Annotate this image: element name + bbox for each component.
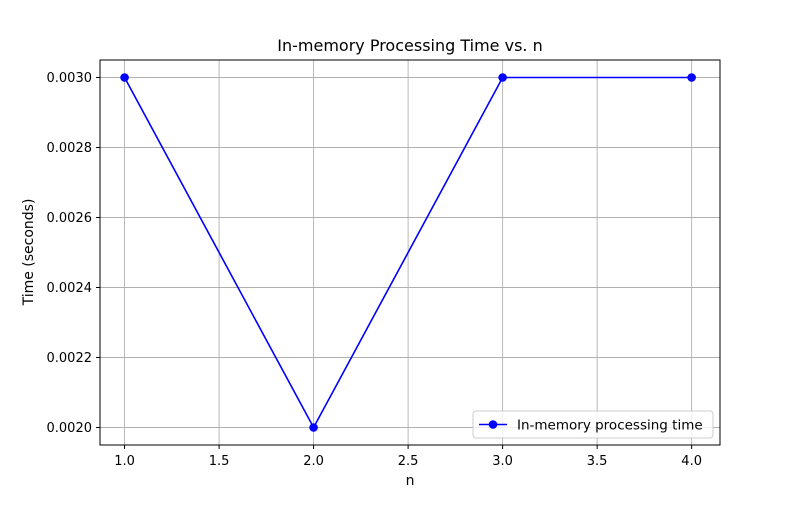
- y-tick-label: 0.0030: [47, 71, 93, 86]
- legend-box: [472, 410, 714, 439]
- y-axis-label: Time (seconds): [21, 199, 37, 307]
- legend-marker-swatch: [488, 420, 498, 429]
- x-tick-label: 4.0: [681, 454, 702, 469]
- x-tick-label: 3.5: [587, 454, 608, 469]
- y-tick-label: 0.0022: [47, 351, 93, 366]
- x-axis-ticks: 1.0 1.5 2.0 2.5 3.0 3.5 4.0: [114, 445, 702, 469]
- y-axis-ticks: 0.0020 0.0022 0.0024 0.0026 0.0028 0.0030: [47, 71, 100, 436]
- series-layer: [120, 73, 696, 432]
- x-tick-label: 1.0: [114, 454, 135, 469]
- y-tick-label: 0.0020: [47, 421, 93, 436]
- y-tick-label: 0.0026: [47, 211, 93, 226]
- x-axis-label: n: [406, 473, 415, 489]
- x-tick-label: 2.0: [303, 454, 324, 469]
- chart-title: In-memory Processing Time vs. n: [277, 36, 542, 55]
- y-tick-label: 0.0028: [47, 141, 93, 156]
- data-point-marker: [309, 423, 318, 432]
- y-tick-label: 0.0024: [47, 281, 93, 296]
- x-tick-label: 3.0: [492, 454, 513, 469]
- legend-label: In-memory processing time: [517, 418, 703, 434]
- x-tick-label: 1.5: [209, 454, 230, 469]
- plot-area: [100, 60, 720, 445]
- series-line: [123, 76, 692, 430]
- plot-frame: [99, 59, 721, 446]
- legend: In-memory processing time: [472, 410, 714, 439]
- data-point-marker: [120, 73, 129, 82]
- data-point-marker: [498, 73, 507, 82]
- data-point-marker: [687, 73, 696, 82]
- x-tick-label: 2.5: [398, 454, 419, 469]
